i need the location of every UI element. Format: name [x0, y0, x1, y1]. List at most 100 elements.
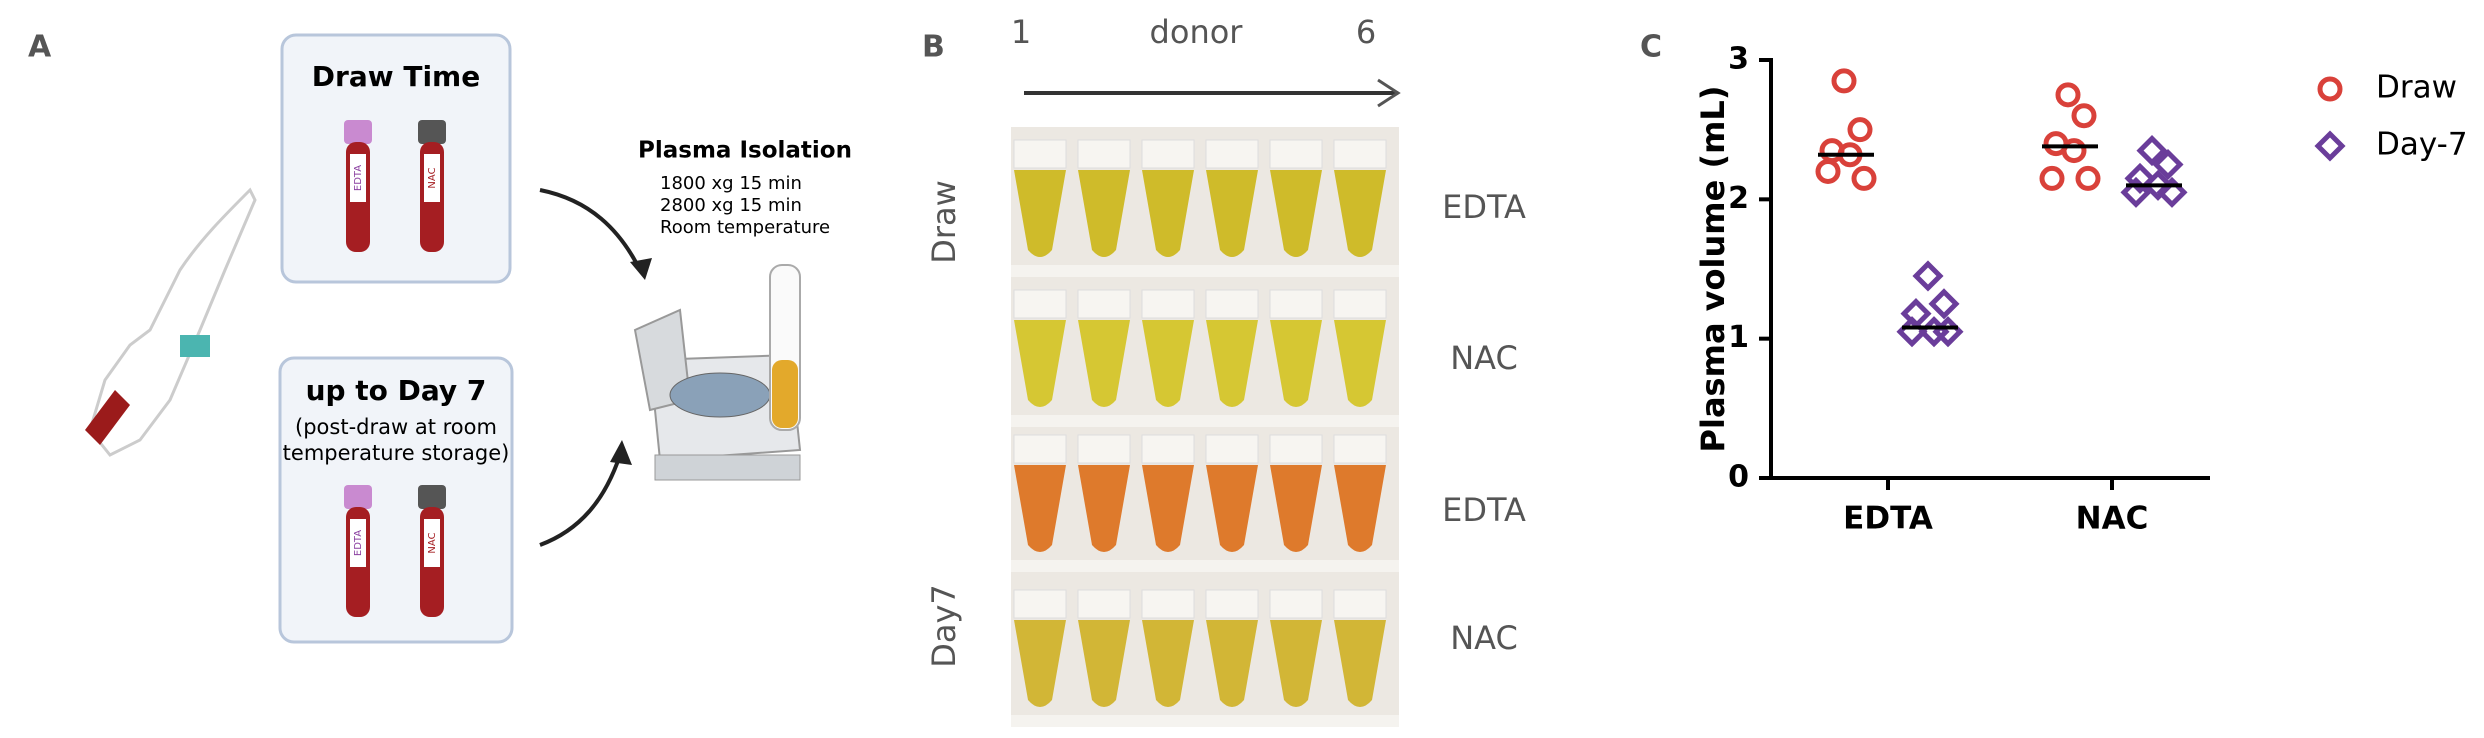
- tube-rim: [1205, 139, 1259, 169]
- tube-liquid: [1014, 170, 1066, 257]
- arrowhead: [1377, 78, 1401, 108]
- arrowhead: [630, 258, 652, 280]
- row-label: NAC: [1450, 619, 1518, 657]
- row-label: EDTA: [1442, 491, 1526, 529]
- panel-label: B: [922, 30, 945, 65]
- row-label: EDTA: [1442, 188, 1526, 226]
- draw-box: [280, 33, 512, 284]
- box-subtitle: (post-draw at room: [295, 415, 497, 439]
- legend-label: Day-7: [2376, 127, 2468, 163]
- tube-liquid: [1142, 620, 1194, 707]
- legend-marker: [2314, 130, 2346, 162]
- tube-rim: [1269, 589, 1323, 619]
- tube-liquid: [1078, 320, 1130, 407]
- tube-rim: [1141, 139, 1195, 169]
- tube-liquid: [1334, 465, 1386, 552]
- tube-sticker: [424, 154, 440, 202]
- panel-label: C: [1640, 30, 1662, 65]
- tube-rim: [1333, 589, 1387, 619]
- point: [2039, 165, 2065, 191]
- tube-liquid: [1270, 320, 1322, 407]
- centrifuge: [633, 264, 802, 481]
- arrowhead: [610, 440, 632, 465]
- legend-marker: [2317, 76, 2343, 102]
- tube-liquid: [1334, 320, 1386, 407]
- tube-rim: [1205, 434, 1259, 464]
- point: [2156, 176, 2188, 208]
- point: [2071, 103, 2097, 129]
- tube-rim: [1269, 139, 1323, 169]
- tube-cap: [418, 485, 446, 509]
- isolation-line: 2800 xg 15 min: [660, 195, 802, 216]
- tube-rim: [1077, 289, 1131, 319]
- y-tick-label: 0: [1728, 460, 1749, 495]
- tube-liquid: [1014, 620, 1066, 707]
- tourniquet: [180, 335, 210, 357]
- legend-label: Draw: [2376, 70, 2457, 106]
- arrow: [539, 454, 622, 547]
- y-tick-label: 2: [1728, 181, 1749, 216]
- point: [1847, 117, 1873, 143]
- tube-rim: [1013, 434, 1067, 464]
- strip: [1011, 265, 1399, 277]
- tube-liquid: [1142, 465, 1194, 552]
- box-subtitle: temperature storage): [283, 441, 510, 465]
- y-tick-label: 3: [1728, 42, 1749, 77]
- tube-cap: [344, 485, 372, 509]
- tube-liquid: [1078, 465, 1130, 552]
- x-tick-label: EDTA: [1843, 501, 1933, 537]
- arrow: [539, 188, 642, 271]
- strip: [1011, 715, 1399, 727]
- point: [1851, 165, 1877, 191]
- day7-box: [278, 356, 514, 644]
- tube-cap: [418, 120, 446, 144]
- tube-label: NAC: [427, 167, 438, 188]
- tube-liquid: [1270, 170, 1322, 257]
- point: [1928, 288, 1960, 320]
- tube-rim: [1077, 434, 1131, 464]
- group-label: Draw: [925, 180, 963, 264]
- tube-liquid: [1206, 320, 1258, 407]
- point: [2152, 148, 2184, 181]
- strip: [1011, 415, 1399, 427]
- tube-liquid: [1142, 170, 1194, 257]
- y-tick-label: 1: [1728, 320, 1749, 355]
- axis-end: 6: [1356, 13, 1376, 51]
- tube-liquid: [1014, 320, 1066, 407]
- box-title: Draw Time: [312, 60, 480, 93]
- row-label: NAC: [1450, 339, 1518, 377]
- x-tick-label: NAC: [2076, 501, 2149, 537]
- point: [2061, 138, 2087, 164]
- tube-rim: [1269, 289, 1323, 319]
- axis-name: donor: [1150, 13, 1244, 51]
- tube-cap: [344, 120, 372, 144]
- axis-start: 1: [1011, 13, 1031, 51]
- panel-label: A: [28, 30, 52, 65]
- point: [2075, 165, 2101, 191]
- tube-rim: [1333, 139, 1387, 169]
- tube-rim: [1013, 589, 1067, 619]
- tube-rim: [1141, 589, 1195, 619]
- y-axis-label: Plasma volume (mL): [1694, 86, 1732, 453]
- tube-liquid: [1334, 620, 1386, 707]
- isolation-line: Room temperature: [660, 217, 830, 238]
- tube-liquid: [1142, 320, 1194, 407]
- tube-label: EDTA: [353, 530, 364, 556]
- strip: [1011, 560, 1399, 572]
- tube-label: EDTA: [353, 165, 364, 191]
- tube-rim: [1077, 589, 1131, 619]
- isolation-title: Plasma Isolation: [638, 138, 852, 164]
- tube-rim: [1013, 289, 1067, 319]
- tube-liquid: [1014, 465, 1066, 552]
- tube-liquid: [1270, 465, 1322, 552]
- point: [2124, 162, 2156, 194]
- point: [2136, 135, 2168, 167]
- box-title: up to Day 7: [306, 374, 487, 407]
- point: [1912, 260, 1944, 292]
- tube-rim: [1205, 589, 1259, 619]
- point: [1831, 68, 1857, 94]
- tube-liquid: [1206, 620, 1258, 707]
- tube-liquid: [1334, 170, 1386, 257]
- tube-sticker: [424, 519, 440, 567]
